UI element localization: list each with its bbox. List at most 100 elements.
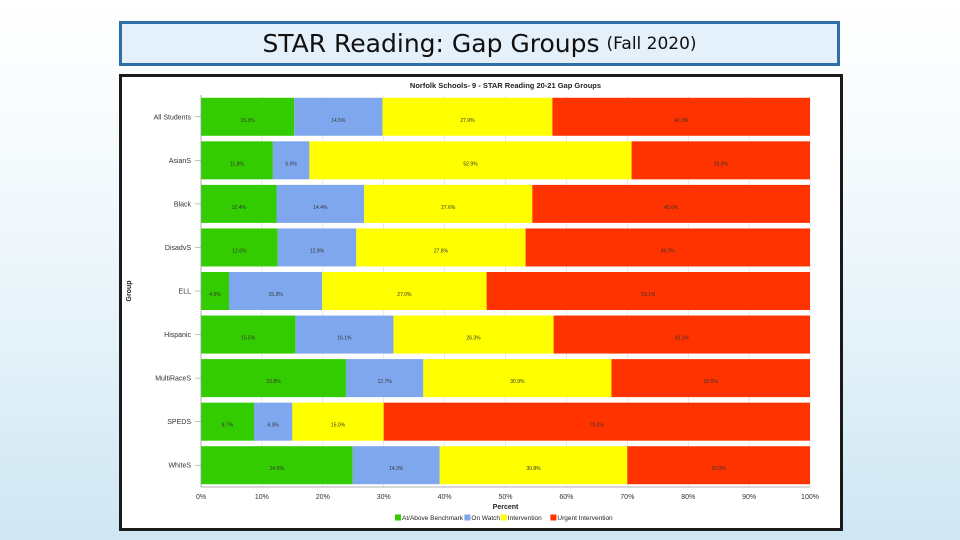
bar-urgent-intervention-whites [627,446,810,485]
data-label: 14.5% [331,118,346,124]
bar-at-above-benchmark-black [201,184,277,223]
data-label: 4.6% [209,292,221,298]
bar-urgent-intervention-speds [383,402,810,441]
data-label: 27.6% [441,205,456,211]
bar-on-watch-asians [272,141,310,180]
bar-intervention-ell [322,272,487,310]
data-label: 32.6% [704,379,719,385]
bar-urgent-intervention-ell [486,272,810,310]
bar-on-watch-ell [229,272,323,310]
data-label: 23.8% [266,379,281,385]
data-label: 46.7% [661,248,676,254]
chart-frame: Norfolk Schools- 9 - STAR Reading 20-21 … [119,74,843,531]
bar-at-above-benchmark-speds [201,402,254,441]
bar-at-above-benchmark-disadvs [201,228,278,267]
category-label: All Students [154,114,192,121]
legend-swatch-at-above-benchmark [395,514,401,521]
legend-label-intervention: Intervention [508,515,542,522]
data-label: 45.6% [664,205,679,211]
category-label: ELL [179,289,192,296]
bar-urgent-intervention-hispanic [553,315,810,354]
data-label: 11.8% [230,161,244,167]
data-label: 15.0% [331,423,346,429]
data-label: 15.5% [241,336,256,342]
bar-intervention-all-students [382,97,553,136]
bar-at-above-benchmark-asians [201,141,273,180]
data-label: 24.9% [270,466,285,472]
bar-on-watch-all-students [294,97,383,136]
x-tick-label: 70% [620,494,634,501]
data-label: 12.6% [232,248,247,254]
bar-at-above-benchmark-ell [201,272,230,310]
data-label: 53.1% [641,292,656,298]
x-tick-label: 90% [742,494,756,501]
bar-urgent-intervention-all-students [552,97,810,136]
bar-intervention-multiraces [423,359,612,398]
data-label: 12.4% [232,205,247,211]
legend-swatch-intervention [500,514,507,521]
data-label: 12.9% [310,248,325,254]
legend-swatch-on-watch [464,514,471,521]
bar-on-watch-black [276,184,365,223]
data-label: 52.9% [463,161,478,167]
data-label: 14.4% [313,205,328,211]
data-label: 27.9% [460,118,475,124]
x-tick-label: 10% [255,494,269,501]
x-axis-title: Percent [493,504,519,511]
data-label: 27.0% [397,292,412,298]
data-label: 42.1% [675,336,690,342]
y-axis-title: Group [126,281,133,302]
bar-intervention-disadvs [356,228,526,267]
legend-label-on-watch: On Watch [471,515,500,522]
data-label: 30.0% [712,466,727,472]
x-tick-label: 40% [438,494,452,501]
bar-at-above-benchmark-multiraces [201,359,346,398]
bar-on-watch-disadvs [277,228,357,267]
category-label: AsianS [169,158,192,165]
category-label: MultiRaceS [155,376,191,383]
x-tick-label: 60% [559,494,573,501]
bar-at-above-benchmark-hispanic [201,315,296,354]
data-label: 6.3% [267,423,279,429]
category-label: SPEDS [167,419,191,426]
data-label: 14.3% [389,466,404,472]
bar-on-watch-whites [352,446,440,485]
x-tick-label: 80% [681,494,695,501]
bar-urgent-intervention-black [532,184,810,223]
category-label: Black [174,201,192,208]
data-label: 8.7% [222,423,234,429]
category-label: WhiteS [168,463,191,470]
bar-intervention-black [364,184,533,223]
category-label: Hispanic [164,332,191,339]
data-label: 27.8% [434,248,449,254]
bar-on-watch-hispanic [295,315,394,354]
bar-intervention-whites [439,446,628,485]
x-tick-label: 100% [801,494,819,501]
data-label: 70.0% [590,423,605,429]
bar-at-above-benchmark-all-students [201,97,295,136]
slide-title-main: STAR Reading: Gap Groups [262,29,600,58]
bar-on-watch-multiraces [345,359,424,398]
x-tick-label: 30% [377,494,391,501]
slide-title: STAR Reading: Gap Groups (Fall 2020) [119,21,840,66]
category-label: DisadvS [165,245,191,252]
x-tick-label: 20% [316,494,330,501]
data-label: 30.8% [526,466,541,472]
x-tick-label: 50% [498,494,512,501]
bar-on-watch-speds [253,402,293,441]
slide-title-suffix: (Fall 2020) [606,33,697,54]
data-label: 6.0% [285,161,297,167]
data-label: 16.1% [337,336,352,342]
bar-intervention-hispanic [393,315,554,354]
data-label: 12.7% [378,379,393,385]
data-label: 15.3% [269,292,284,298]
data-label: 42.3% [674,118,689,124]
data-label: 26.3% [466,336,481,342]
bar-urgent-intervention-multiraces [611,359,810,398]
x-tick-label: 0% [196,494,206,501]
stacked-bar-chart: Norfolk Schools- 9 - STAR Reading 20-21 … [126,81,819,522]
bar-urgent-intervention-asians [631,141,810,180]
legend-label-urgent-intervention: Urgent Intervention [557,515,613,522]
chart-title: Norfolk Schools- 9 - STAR Reading 20-21 … [410,81,601,90]
data-label: 30.9% [510,379,525,385]
